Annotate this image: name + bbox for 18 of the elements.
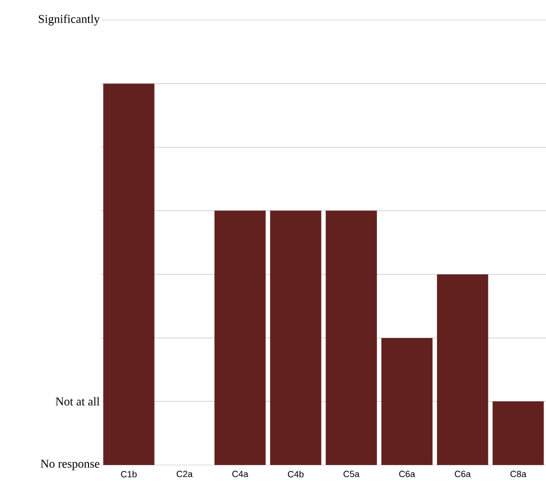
ref-line-label: Not at all <box>56 397 100 406</box>
x-tick-label: C4a <box>232 470 248 478</box>
x-tick-label: C5a <box>344 470 360 478</box>
bar <box>214 210 266 465</box>
x-tick-label: C4b <box>288 470 304 478</box>
bar <box>436 274 488 465</box>
x-tick-label: C6a <box>399 470 416 478</box>
ref-line-label: Significantly <box>38 14 100 26</box>
bar <box>270 210 322 465</box>
bar <box>326 210 377 465</box>
x-tick-label: C6a <box>454 470 471 478</box>
x-tick-label: C8a <box>510 470 526 478</box>
x-tick-label: C1b <box>121 470 137 478</box>
bar <box>381 338 433 465</box>
x-tick-label: C2a <box>176 470 193 478</box>
bar <box>103 84 154 465</box>
bar <box>492 401 544 465</box>
ref-line-label: No response <box>40 460 100 470</box>
